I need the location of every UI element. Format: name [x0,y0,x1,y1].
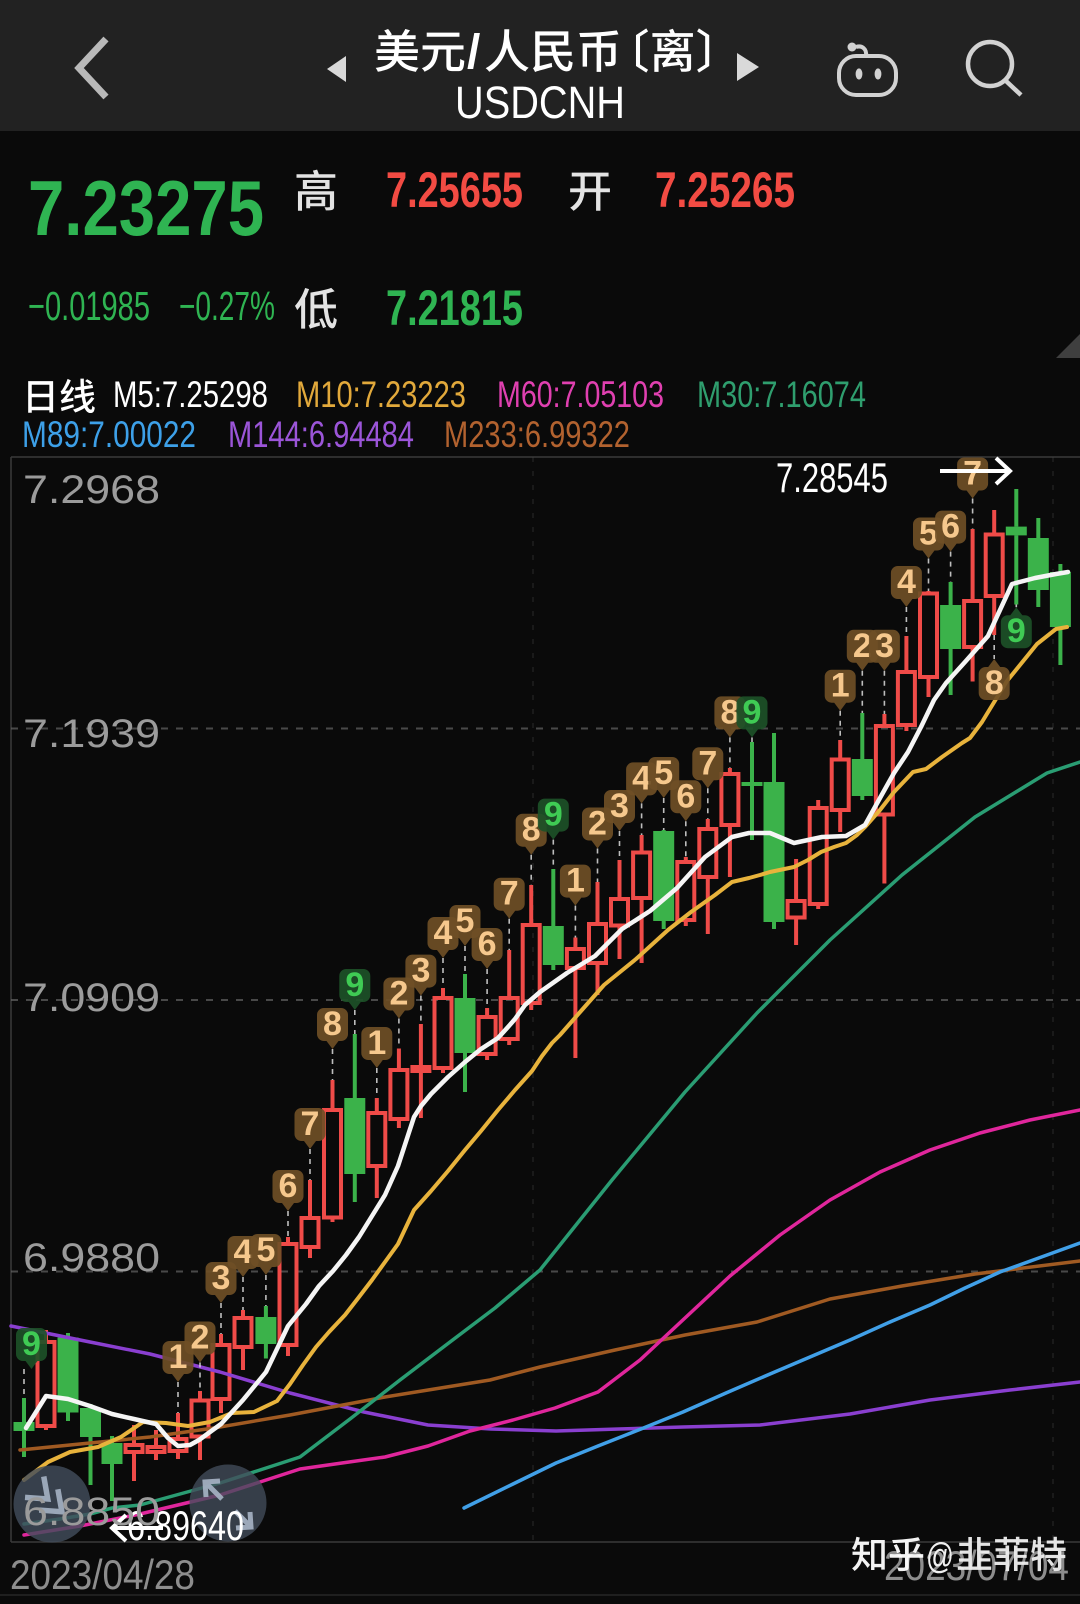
svg-text:2: 2 [191,1319,210,1357]
svg-text:M30:7.16074: M30:7.16074 [697,374,866,415]
svg-text:2023/07/04: 2023/07/04 [884,1542,1069,1589]
svg-text:9: 9 [544,796,563,834]
svg-text:M89:7.00022: M89:7.00022 [22,414,196,455]
svg-text:2: 2 [853,627,872,665]
svg-text:6.89640: 6.89640 [127,1502,244,1549]
svg-text:4: 4 [434,914,453,952]
svg-text:4: 4 [234,1233,253,1271]
svg-text:2023/04/28: 2023/04/28 [10,1551,195,1598]
svg-text:2: 2 [588,805,607,843]
svg-text:M233:6.99322: M233:6.99322 [444,414,630,455]
svg-text:7.2968: 7.2968 [23,468,160,512]
svg-text:7.1939: 7.1939 [23,712,160,756]
svg-text:7.25655: 7.25655 [386,162,523,218]
svg-text:8: 8 [985,664,1004,702]
svg-text:8: 8 [323,1005,342,1043]
svg-text:4: 4 [632,759,651,797]
svg-text:6: 6 [941,508,960,546]
svg-text:7.21815: 7.21815 [386,280,523,336]
svg-text:9: 9 [743,693,762,731]
svg-text:6.9880: 6.9880 [23,1236,160,1280]
svg-text:7.0909: 7.0909 [23,976,160,1020]
svg-text:5: 5 [256,1231,275,1269]
svg-text:USDCNH: USDCNH [455,77,625,128]
svg-text:1: 1 [566,862,585,900]
svg-text:3: 3 [411,952,430,990]
svg-text:−0.01985: −0.01985 [28,283,150,329]
svg-text:1: 1 [367,1024,386,1062]
svg-text:4: 4 [897,563,916,601]
svg-text:7: 7 [698,744,717,782]
svg-text:−0.27%: −0.27% [179,283,275,329]
svg-text:2: 2 [389,975,408,1013]
svg-text:7.25265: 7.25265 [655,162,795,218]
svg-text:6.8850: 6.8850 [23,1490,160,1534]
svg-text:3: 3 [610,787,629,825]
svg-text:7: 7 [963,455,982,493]
svg-text:6: 6 [279,1167,298,1205]
svg-text:7.23275: 7.23275 [28,164,264,252]
svg-text:M60:7.05103: M60:7.05103 [497,374,664,415]
svg-text:3: 3 [875,627,894,665]
svg-text:/: / [467,26,480,79]
svg-text:8: 8 [522,811,541,849]
svg-text:7.28545: 7.28545 [776,454,888,501]
svg-text:3: 3 [212,1259,231,1297]
svg-text:5: 5 [456,902,475,940]
svg-text:1: 1 [831,667,850,705]
svg-text:M10:7.23223: M10:7.23223 [296,374,466,415]
svg-text:7: 7 [301,1105,320,1143]
svg-text:6: 6 [676,777,695,815]
svg-text:@: @ [926,1535,954,1576]
svg-text:9: 9 [1007,612,1026,650]
svg-text:1: 1 [169,1338,188,1376]
svg-text:5: 5 [919,515,938,553]
svg-text:5: 5 [654,754,673,792]
svg-text:9: 9 [345,966,364,1004]
svg-text:8: 8 [720,693,739,731]
svg-text:6: 6 [478,925,497,963]
svg-text:9: 9 [22,1325,41,1363]
svg-text:7: 7 [500,875,519,913]
svg-text:M5:7.25298: M5:7.25298 [113,374,268,415]
svg-text:M144:6.94484: M144:6.94484 [228,414,414,455]
